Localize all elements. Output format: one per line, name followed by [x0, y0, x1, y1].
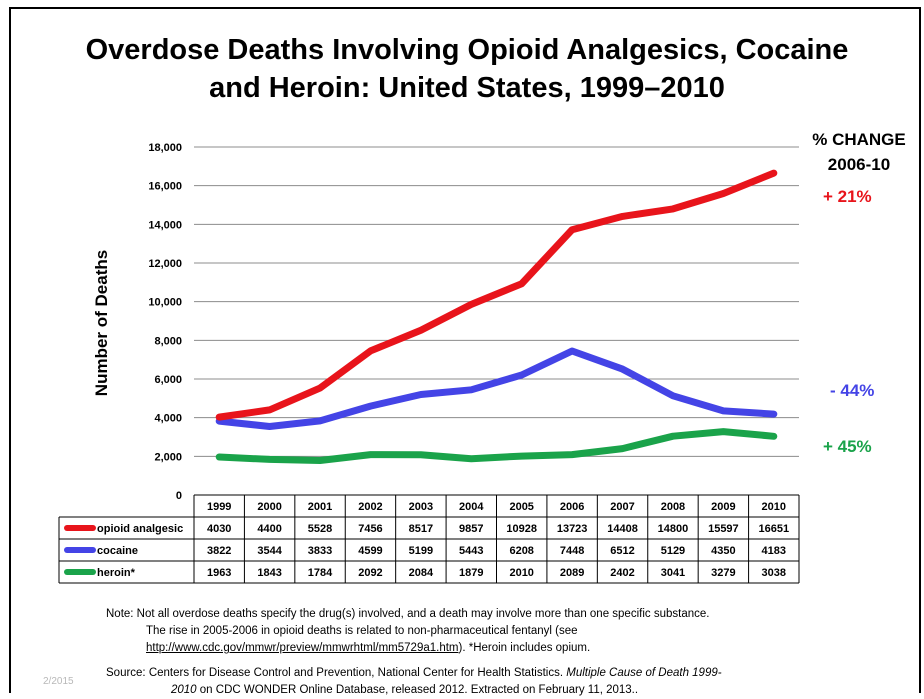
series-line — [215, 428, 778, 464]
note: Note: Not all overdose deaths specify th… — [106, 606, 906, 657]
data-label: 2092 — [358, 567, 382, 579]
legend-label: opioid analgesic — [97, 523, 183, 535]
y-tick-label: 12,000 — [148, 258, 182, 270]
data-label: 2402 — [610, 567, 634, 579]
x-tick-label: 2002 — [358, 501, 382, 513]
y-tick-label: 10,000 — [148, 297, 182, 309]
data-label: 16651 — [758, 523, 789, 535]
y-tick-label: 2,000 — [154, 451, 182, 463]
x-tick-label: 2006 — [560, 501, 584, 513]
line-chart: 0 2,000 4,000 6,000 8,000 10,000 12,000 14,000 1… — [58, 142, 800, 584]
chart-title-line2: and Heroin: United States, 1999–2010 — [209, 72, 725, 104]
data-label: 3279 — [711, 567, 735, 579]
pct-change-header-line1: % CHANGE — [812, 130, 906, 149]
data-label: 5199 — [409, 545, 433, 557]
date-stamp: 2/2015 — [43, 676, 74, 687]
data-label: 14800 — [658, 523, 689, 535]
x-tick-label: 2007 — [610, 501, 634, 513]
note-line3-rest: ). *Heroin includes opium. — [458, 642, 591, 654]
data-label: 2010 — [509, 567, 533, 579]
data-label: 15597 — [708, 523, 739, 535]
series-line — [215, 169, 778, 421]
y-tick-label: 0 — [176, 490, 182, 502]
data-label: 4350 — [711, 545, 735, 557]
data-label: 14408 — [607, 523, 638, 535]
data-label: 3038 — [762, 567, 786, 579]
source: Source: Centers for Disease Control and … — [106, 665, 906, 699]
legend-label: heroin* — [97, 567, 136, 579]
data-label: 5129 — [661, 545, 685, 557]
x-tick-label: 2001 — [308, 501, 332, 513]
x-tick-label: 2010 — [762, 501, 786, 513]
chart-title-line1: Overdose Deaths Involving Opioid Analges… — [85, 34, 849, 66]
chart-title: Overdose Deaths Involving Opioid Analges… — [11, 31, 923, 107]
slide: Overdose Deaths Involving Opioid Analges… — [9, 7, 923, 696]
y-tick-label: 4,000 — [154, 413, 182, 425]
x-tick-label: 2004 — [459, 501, 484, 513]
y-tick-label: 8,000 — [154, 335, 182, 347]
pct-change-header-line2: 2006-10 — [827, 155, 891, 174]
x-tick-label: 2005 — [509, 501, 533, 513]
data-label: 3544 — [257, 545, 282, 557]
x-tick-label: 2003 — [409, 501, 433, 513]
data-label: 10928 — [506, 523, 537, 535]
data-label: 1963 — [207, 567, 231, 579]
data-label: 4400 — [257, 523, 281, 535]
data-label: 6208 — [509, 545, 533, 557]
data-label: 3833 — [308, 545, 332, 557]
mmwr-link[interactable]: http://www.cdc.gov/mmwr/preview/mmwrhtml… — [146, 642, 459, 654]
data-label: 2084 — [409, 567, 434, 579]
source-rest: on CDC WONDER Online Database, released … — [196, 684, 639, 696]
data-label: 1879 — [459, 567, 483, 579]
data-label: 5528 — [308, 523, 332, 535]
pct-change-cocaine: - 44% — [830, 381, 875, 400]
data-label: 1843 — [257, 567, 281, 579]
x-tick-label: 2008 — [661, 501, 685, 513]
y-tick-label: 16,000 — [148, 181, 182, 193]
pct-change-opioid: + 21% — [823, 187, 872, 206]
source-title-part1: Multiple Cause of Death 1999- — [566, 667, 722, 679]
x-tick-label: 2009 — [711, 501, 735, 513]
data-label: 4183 — [762, 545, 786, 557]
data-label: 7456 — [358, 523, 382, 535]
data-label: 8517 — [409, 523, 433, 535]
data-label: 3041 — [661, 567, 685, 579]
data-label: 4599 — [358, 545, 382, 557]
x-tick-label: 2000 — [257, 501, 281, 513]
pct-change-header: % CHANGE 2006-10 — [795, 127, 923, 177]
source-title-part2: 2010 — [171, 684, 197, 696]
y-tick-label: 6,000 — [154, 374, 182, 386]
source-line1: Source: Centers for Disease Control and … — [106, 665, 906, 682]
data-label: 5443 — [459, 545, 483, 557]
note-line1: Note: Not all overdose deaths specify th… — [106, 608, 710, 620]
source-line2: 2010 on CDC WONDER Online Database, rele… — [106, 682, 906, 699]
data-label: 3822 — [207, 545, 231, 557]
note-line3: http://www.cdc.gov/mmwr/preview/mmwrhtml… — [106, 640, 906, 657]
y-tick-label: 14,000 — [148, 219, 182, 231]
note-line2: The rise in 2005-2006 in opioid deaths i… — [146, 625, 578, 637]
source-prefix: Source: Centers for Disease Control and … — [106, 667, 567, 679]
y-tick-label: 18,000 — [148, 142, 182, 154]
legend-label: cocaine — [97, 545, 138, 557]
series-line — [215, 347, 778, 430]
data-label: 6512 — [610, 545, 634, 557]
data-label: 4030 — [207, 523, 231, 535]
data-label: 2089 — [560, 567, 584, 579]
pct-change-heroin: + 45% — [823, 437, 872, 456]
data-label: 13723 — [557, 523, 588, 535]
data-label: 7448 — [560, 545, 584, 557]
y-axis-label: Number of Deaths — [92, 250, 111, 396]
data-label: 9857 — [459, 523, 483, 535]
x-tick-label: 1999 — [207, 501, 231, 513]
data-label: 1784 — [308, 567, 333, 579]
